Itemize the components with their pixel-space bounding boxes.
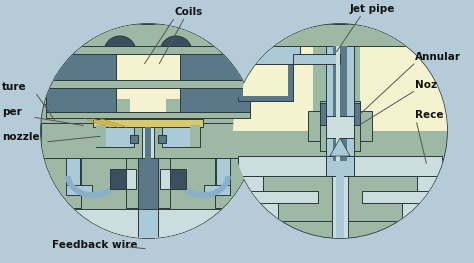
Circle shape [233, 24, 447, 238]
Bar [66, 185, 92, 195]
Bar [233, 24, 313, 131]
Bar [248, 219, 278, 233]
Bar [255, 46, 300, 64]
Bar [126, 158, 170, 208]
Bar [41, 158, 81, 208]
Bar [238, 176, 442, 221]
Bar [326, 116, 354, 138]
Bar [158, 135, 166, 143]
Text: Jet pipe: Jet pipe [350, 4, 395, 14]
Bar [293, 54, 340, 64]
Bar [138, 209, 158, 239]
Bar [130, 52, 166, 82]
Text: ture: ture [2, 82, 27, 92]
Bar [66, 158, 80, 194]
Bar [320, 101, 360, 151]
Bar [41, 24, 86, 104]
Bar [46, 46, 250, 54]
Bar [145, 127, 151, 187]
Bar [233, 24, 447, 238]
Bar [402, 203, 442, 221]
Wedge shape [160, 36, 192, 52]
Bar [41, 24, 255, 238]
Polygon shape [330, 138, 350, 156]
Bar [336, 46, 340, 161]
Bar [180, 52, 250, 82]
Bar [360, 24, 447, 131]
Bar [130, 135, 138, 143]
Text: per: per [2, 107, 22, 117]
Text: Annular: Annular [415, 52, 461, 62]
Bar [238, 156, 442, 176]
Bar [126, 169, 136, 189]
Bar [326, 156, 354, 176]
Bar [46, 52, 116, 82]
Bar [336, 176, 344, 241]
Bar [96, 125, 106, 147]
Bar [417, 176, 442, 221]
Bar [238, 191, 318, 203]
Bar [170, 169, 186, 189]
Text: Coils: Coils [175, 7, 203, 17]
Bar [190, 125, 200, 147]
Text: Rece: Rece [415, 110, 444, 120]
Bar [142, 127, 154, 187]
Bar [354, 103, 360, 125]
Bar [210, 24, 255, 104]
Bar [41, 209, 255, 239]
Bar [160, 169, 170, 189]
Bar [255, 46, 300, 64]
Bar [215, 158, 255, 208]
Bar [332, 176, 348, 241]
Bar [41, 123, 255, 158]
Bar [88, 24, 208, 99]
Bar [162, 125, 200, 147]
Wedge shape [104, 36, 136, 52]
Bar [238, 176, 263, 221]
Bar [96, 125, 134, 147]
Bar [238, 46, 293, 101]
Bar [93, 119, 203, 127]
Bar [46, 80, 250, 88]
Bar [130, 84, 166, 112]
Bar [134, 239, 162, 257]
Bar [46, 84, 116, 112]
Bar [243, 51, 288, 96]
Bar [216, 158, 230, 194]
Circle shape [41, 24, 255, 238]
Bar [362, 191, 442, 203]
Bar [333, 46, 347, 161]
Bar [138, 158, 158, 228]
Bar [238, 203, 278, 221]
Bar [41, 158, 255, 238]
Text: Noz: Noz [415, 80, 437, 90]
Bar [110, 169, 126, 189]
Bar [308, 111, 372, 141]
Bar [41, 24, 255, 52]
Text: nozzle: nozzle [2, 132, 40, 142]
Bar [46, 112, 250, 118]
Bar [402, 219, 432, 233]
Bar [180, 84, 250, 112]
Bar [326, 46, 354, 161]
Bar [88, 158, 208, 238]
Bar [233, 24, 447, 46]
Text: Feedback wire: Feedback wire [52, 240, 138, 250]
Bar [320, 103, 326, 125]
Bar [204, 185, 230, 195]
